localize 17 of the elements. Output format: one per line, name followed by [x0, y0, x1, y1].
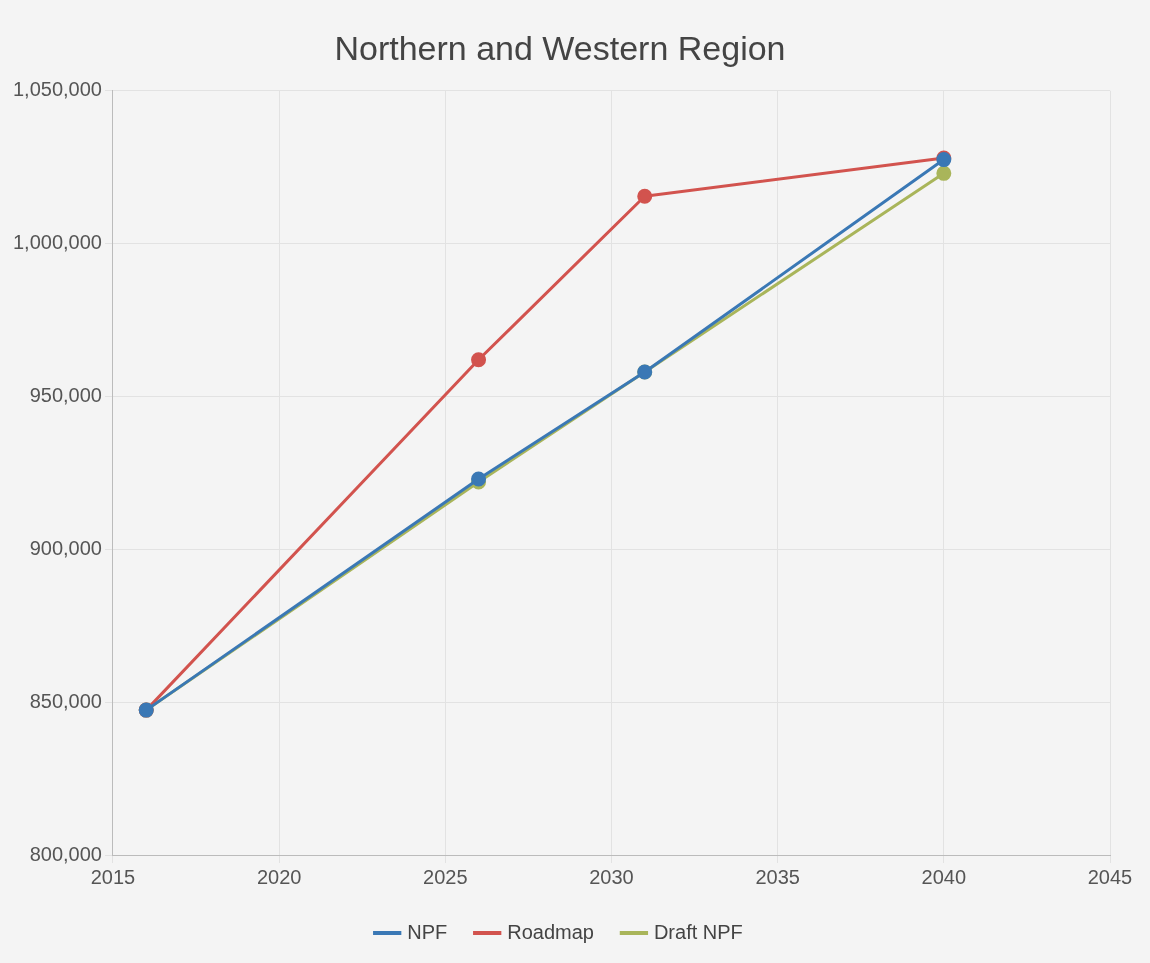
x-tick-label: 2030	[589, 865, 634, 888]
y-tick-label: 850,000	[29, 689, 102, 712]
y-tick-label: 800,000	[29, 842, 102, 865]
x-tick-label: 2020	[256, 865, 302, 888]
y-tick-label: 1,050,000	[12, 78, 102, 101]
y-tick-label: 1,000,000	[12, 231, 102, 254]
y-tick-label: 950,000	[29, 384, 102, 406]
x-tick-label: 2045	[1087, 865, 1133, 888]
x-tick-label: 2015	[90, 865, 136, 888]
legend-label: Draft NPF	[653, 920, 743, 943]
legend-label: Roadmap	[507, 920, 594, 943]
x-tick-label: 2025	[423, 865, 468, 888]
chart-title: Northern and Western Region	[334, 28, 786, 67]
x-tick-label: 2040	[921, 865, 967, 888]
y-tick-label: 900,000	[29, 536, 102, 559]
legend-label: NPF	[407, 920, 448, 943]
x-tick-label: 2035	[755, 865, 800, 888]
